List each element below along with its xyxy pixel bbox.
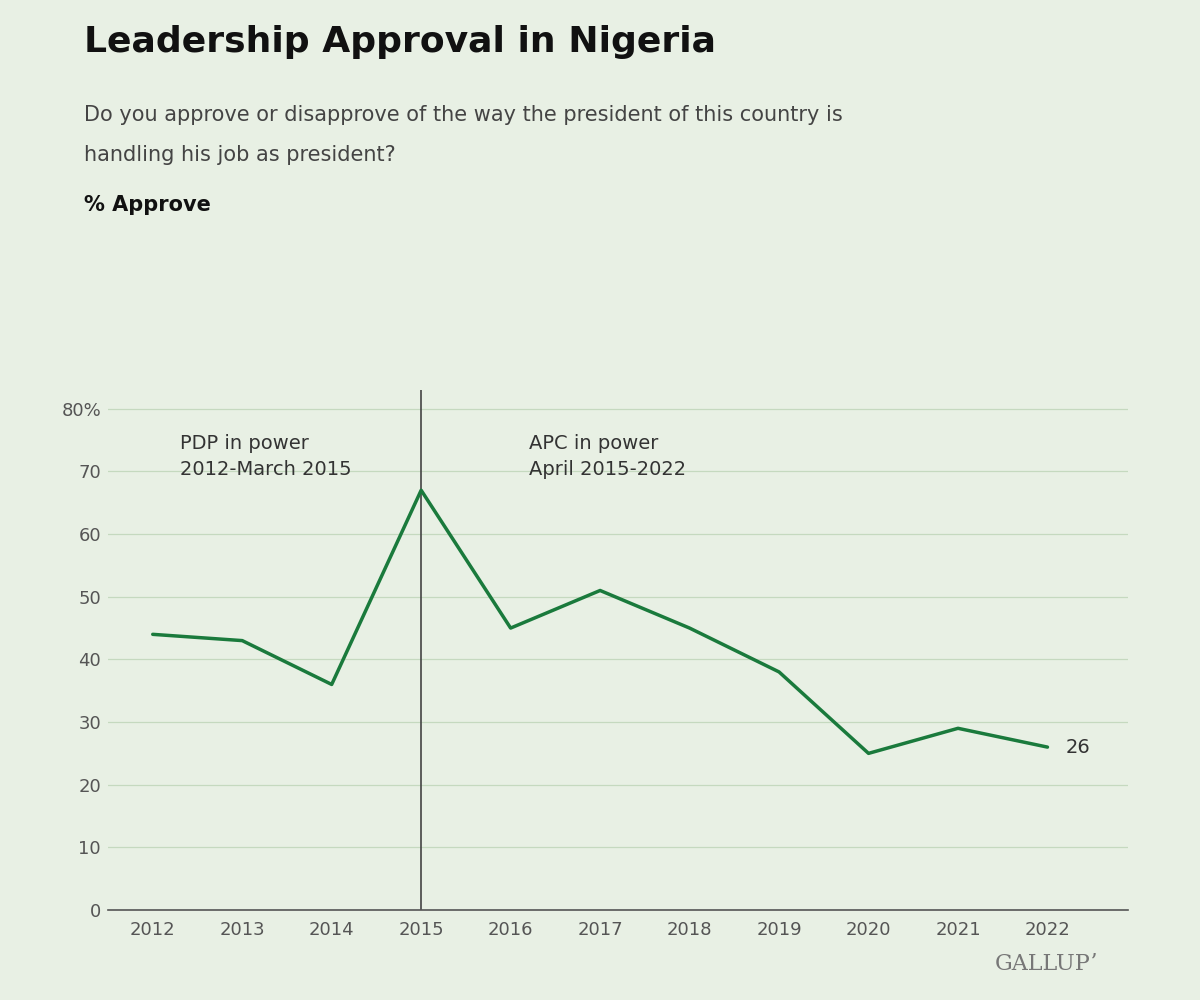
Text: GALLUPʼ: GALLUPʼ xyxy=(995,953,1098,975)
Text: PDP in power
2012-March 2015: PDP in power 2012-March 2015 xyxy=(180,434,352,479)
Text: Do you approve or disapprove of the way the president of this country is: Do you approve or disapprove of the way … xyxy=(84,105,842,125)
Text: 26: 26 xyxy=(1066,738,1090,757)
Text: % Approve: % Approve xyxy=(84,195,211,215)
Text: APC in power
April 2015-2022: APC in power April 2015-2022 xyxy=(528,434,685,479)
Text: handling his job as president?: handling his job as president? xyxy=(84,145,396,165)
Text: Leadership Approval in Nigeria: Leadership Approval in Nigeria xyxy=(84,25,716,59)
